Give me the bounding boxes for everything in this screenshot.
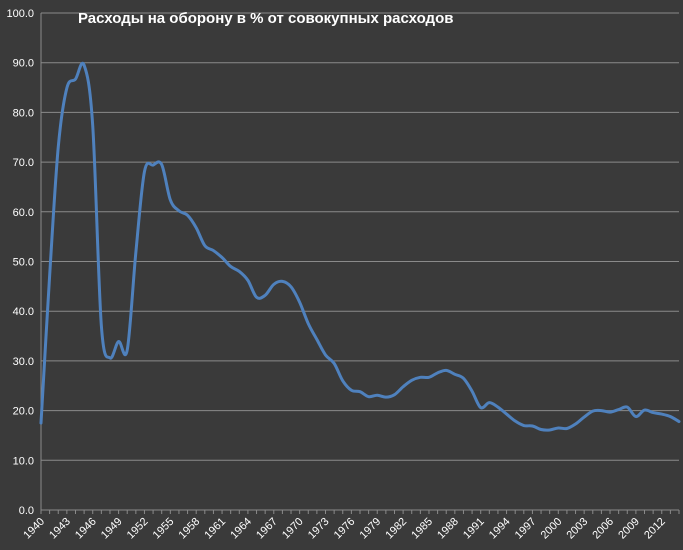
y-tick-label: 70.0 [13,157,34,169]
y-tick-label: 50.0 [13,257,34,269]
x-tick-label: 2000 [539,516,565,542]
y-tick-label: 60.0 [13,207,34,219]
x-tick-label: 1994 [487,516,513,542]
x-tick-label: 1979 [358,516,384,542]
x-tick-label: 1955 [151,516,177,542]
x-tick-label: 1964 [228,516,254,542]
x-tick-label: 2006 [590,516,616,542]
x-tick-label: 2009 [616,516,642,542]
chart-title: Расходы на оборону в % от совокупных рас… [78,10,454,27]
x-tick-label: 1997 [513,516,539,542]
y-tick-label: 90.0 [13,58,34,70]
x-tick-label: 1988 [435,516,461,542]
x-tick-label: 1967 [254,516,280,542]
x-tick-label: 2003 [564,516,590,542]
x-tick-label: 1982 [383,516,409,542]
y-tick-label: 40.0 [13,306,34,318]
x-tick-label: 1991 [461,516,487,542]
x-tick-label: 2012 [642,516,668,542]
y-tick-label: 0.0 [19,505,34,517]
x-tick-label: 1940 [21,516,47,542]
x-tick-label: 1943 [47,516,73,542]
y-tick-label: 20.0 [13,406,34,418]
series-line [39,61,681,432]
y-tick-label: 10.0 [13,455,34,467]
y-tick-label: 100.0 [6,8,34,20]
x-tick-label: 1973 [306,516,332,542]
x-tick-label: 1976 [332,516,358,542]
x-tick-label: 1985 [409,516,435,542]
y-tick-label: 80.0 [13,107,34,119]
x-tick-label: 1958 [177,516,203,542]
x-tick-label: 1970 [280,516,306,542]
x-tick-label: 1946 [73,516,99,542]
y-tick-label: 30.0 [13,356,34,368]
x-tick-label: 1952 [125,516,151,542]
x-tick-label: 1949 [99,516,125,542]
x-tick-label: 1961 [202,516,228,542]
